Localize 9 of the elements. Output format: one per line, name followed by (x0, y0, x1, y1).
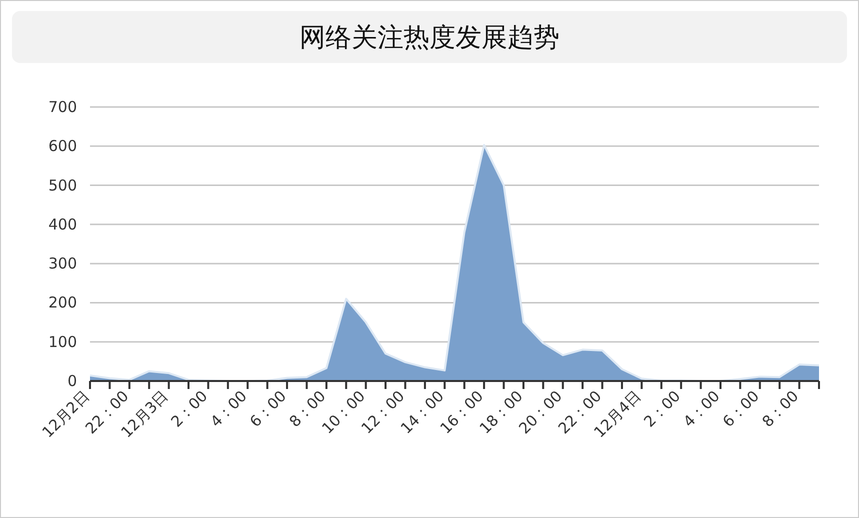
y-tick-label: 400 (48, 215, 77, 234)
y-tick-label: 600 (48, 137, 77, 156)
y-tick-label: 700 (48, 98, 77, 116)
y-tick-label: 100 (48, 332, 77, 351)
y-tick-label: 300 (48, 254, 77, 273)
title: 网络关注热度发展趋势 (12, 11, 847, 63)
y-tick-label: 500 (48, 176, 77, 194)
y-tick-label: 0 (67, 372, 77, 390)
y-tick-label: 200 (48, 294, 77, 312)
